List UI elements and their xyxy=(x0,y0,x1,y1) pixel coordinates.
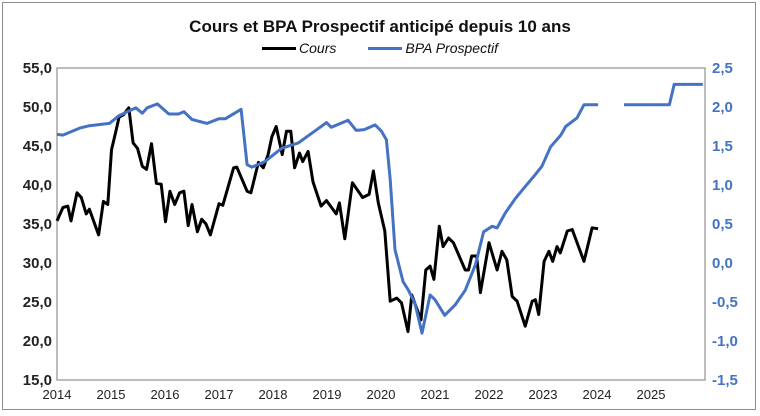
legend-swatch-bpa xyxy=(368,46,403,50)
series-line-cours xyxy=(55,106,599,334)
y-right-tick-label: -0,5 xyxy=(712,294,738,311)
x-tick-label: 2022 xyxy=(475,387,504,402)
x-tick-label: 2024 xyxy=(583,387,612,402)
legend-item-bpa: BPA Prospectif xyxy=(368,40,498,56)
x-tick-label: 2020 xyxy=(367,387,396,402)
plot-area xyxy=(56,67,706,381)
y-left-tick-label: 25,0 xyxy=(23,294,52,311)
y-right-tick-label: 0,5 xyxy=(712,216,733,233)
legend: Cours BPA Prospectif xyxy=(0,40,760,56)
series-line-bpa-prospectif xyxy=(56,82,703,335)
y-left-tick-label: 15,0 xyxy=(23,372,52,389)
legend-label-bpa: BPA Prospectif xyxy=(405,40,498,56)
y-left-tick-label: 35,0 xyxy=(23,216,52,233)
x-tick-label: 2023 xyxy=(529,387,558,402)
y-right-tick-label: -1,0 xyxy=(712,333,738,350)
x-tick-label: 2014 xyxy=(43,387,72,402)
x-tick-label: 2021 xyxy=(421,387,450,402)
y-left-tick-label: 45,0 xyxy=(23,138,52,155)
legend-item-cours: Cours xyxy=(262,40,336,56)
y-left-tick-label: 55,0 xyxy=(23,60,52,77)
x-tick-label: 2019 xyxy=(313,387,342,402)
y-left-tick-label: 50,0 xyxy=(23,99,52,116)
x-tick-label: 2015 xyxy=(97,387,126,402)
chart-title: Cours et BPA Prospectif anticipé depuis … xyxy=(189,17,571,36)
y-right-tick-label: 0,0 xyxy=(712,255,733,272)
y-right-tick-label: 2,0 xyxy=(712,99,733,116)
chart-frame xyxy=(2,2,756,410)
y-right-tick-label: -1,5 xyxy=(712,372,738,389)
x-tick-label: 2025 xyxy=(637,387,666,402)
y-left-tick-label: 40,0 xyxy=(23,177,52,194)
y-left-tick-label: 30,0 xyxy=(23,255,52,272)
y-right-tick-label: 2,5 xyxy=(712,60,733,77)
x-tick-label: 2017 xyxy=(205,387,234,402)
x-tick-label: 2018 xyxy=(259,387,288,402)
legend-swatch-cours xyxy=(262,46,297,50)
y-right-tick-label: 1,5 xyxy=(712,138,733,155)
y-left-tick-label: 20,0 xyxy=(23,333,52,350)
legend-label-cours: Cours xyxy=(299,40,337,56)
x-tick-label: 2016 xyxy=(151,387,180,402)
y-right-tick-label: 1,0 xyxy=(712,177,733,194)
